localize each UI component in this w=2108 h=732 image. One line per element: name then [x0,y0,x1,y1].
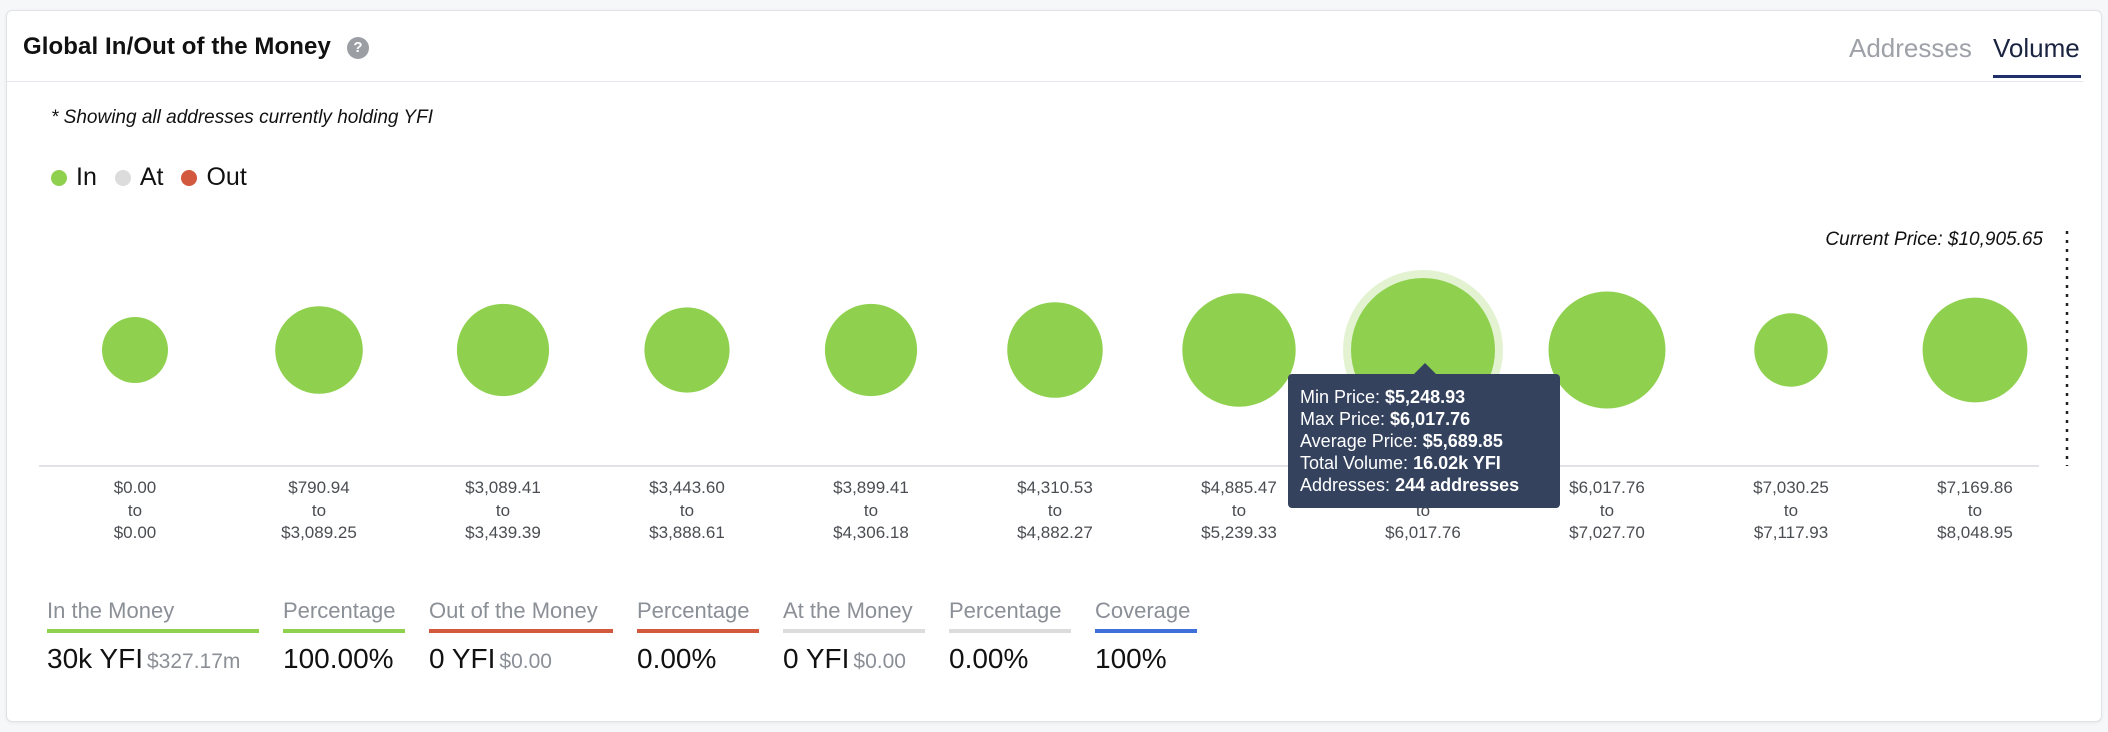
current-price-label: Current Price: $10,905.65 [1825,229,2043,250]
help-icon[interactable]: ? [347,37,369,59]
card-title: Global In/Out of the Money [23,33,331,60]
bin-label-to: $3,888.61 [649,523,725,542]
bin-label-to-word: to [1783,500,1799,520]
holding-note: * Showing all addresses currently holdin… [51,107,433,128]
bin-label-2: $3,089.41 to $3,439.39 [433,477,573,545]
bin-label-3: $3,443.60 to $3,888.61 [617,477,757,545]
bin-label-to-word: to [863,500,879,520]
bin-label-0: $0.00 to $0.00 [65,477,205,545]
legend-label-in: In [76,163,97,191]
bin-label-to: $3,089.25 [281,523,357,542]
stat-in-the-money: In the Money 30k YFI $327.17m [47,598,259,675]
bin-tooltip: Min Price: $5,248.93 Max Price: $6,017.7… [1288,374,1560,508]
bubble-9[interactable] [1754,313,1828,387]
stat-out-of-the-money: Out of the Money 0 YFI $0.00 [429,598,613,675]
in-out-of-money-card: Global In/Out of the Money ? Addresses V… [6,10,2102,722]
tooltip-row-addresses: Addresses: 244 addresses [1300,475,1520,495]
tooltip-row-avg: Average Price: $5,689.85 [1300,431,1503,451]
bin-label-from: $0.00 [113,478,157,497]
bubble-6[interactable] [1182,293,1296,407]
bin-label-1: $790.94 to $3,089.25 [249,477,389,545]
bin-label-from: $3,899.41 [833,478,909,497]
bin-label-to: $3,439.39 [465,523,541,542]
legend-item-at[interactable]: At [114,163,164,192]
bin-label-to-word: to [1967,500,1983,520]
bin-label-from: $790.94 [288,478,350,497]
legend-dot-out [181,169,198,186]
bubble-10[interactable] [1922,297,2028,403]
bin-label-to-word: to [311,500,327,520]
bubble-1[interactable] [275,306,363,394]
chart-legend: In At Out [51,163,265,192]
tooltip-row-max: Max Price: $6,017.76 [1300,409,1471,429]
bin-label-to-word: to [679,500,695,520]
active-tab-indicator [1993,75,2081,78]
bin-label-to-word: to [495,500,511,520]
legend-item-out[interactable]: Out [181,163,247,192]
stat-coverage: Coverage 100% [1095,598,1197,675]
bin-label-to: $7,027.70 [1569,523,1645,542]
bin-label-from: $7,030.25 [1753,478,1829,497]
bin-label-from: $3,443.60 [649,478,725,497]
bin-label-10: $7,169.86 to $8,048.95 [1905,477,2045,545]
bin-label-from: $4,310.53 [1017,478,1093,497]
bubble-5[interactable] [1007,302,1103,398]
bin-label-to: $5,239.33 [1201,523,1277,542]
legend-item-in[interactable]: In [51,163,97,192]
bin-label-from: $3,089.41 [465,478,541,497]
stat-at-the-money: At the Money 0 YFI $0.00 [783,598,925,675]
tooltip-row-min: Min Price: $5,248.93 [1300,387,1466,407]
bin-label-to: $4,882.27 [1017,523,1093,542]
tooltip-arrow [1413,363,1437,375]
bin-label-6: $4,885.47 to $5,239.33 [1169,477,1309,545]
bin-label-to-word: to [1047,500,1063,520]
bin-label-to-word: to [1231,500,1247,520]
tab-volume[interactable]: Volume [1993,33,2080,63]
stat-out-percentage: Percentage 0.00% [637,598,759,675]
bin-label-from: $6,017.76 [1569,478,1645,497]
card-header: Global In/Out of the Money ? Addresses V… [7,11,2083,82]
bin-label-5: $4,310.53 to $4,882.27 [985,477,1125,545]
bin-label-to: $8,048.95 [1937,523,2013,542]
bin-label-9: $7,030.25 to $7,117.93 [1721,477,1861,545]
legend-label-out: Out [206,163,247,191]
legend-dot-at [114,169,131,186]
bubble-2[interactable] [456,303,550,397]
bubble-8[interactable] [1548,291,1666,409]
stat-in-percentage: Percentage 100.00% [283,598,405,675]
bin-label-to-word: to [127,500,143,520]
bubble-0[interactable] [102,317,168,383]
bubble-3[interactable] [644,307,730,393]
bubble-4[interactable] [824,303,918,397]
bin-label-8: $6,017.76 to $7,027.70 [1537,477,1677,545]
bin-label-to-word: to [1599,500,1615,520]
tooltip-row-volume: Total Volume: 16.02k YFI [1300,453,1501,473]
bin-label-to: $6,017.76 [1385,523,1461,542]
bin-label-to: $4,306.18 [833,523,909,542]
legend-dot-in [51,169,67,186]
bin-label-4: $3,899.41 to $4,306.18 [801,477,941,545]
tab-addresses[interactable]: Addresses [1849,33,1972,63]
stat-at-percentage: Percentage 0.00% [949,598,1071,675]
bin-label-to: $7,117.93 [1753,523,1829,542]
bin-label-from: $7,169.86 [1937,478,2013,497]
legend-label-at: At [139,163,164,191]
bin-label-from: $4,885.47 [1201,478,1277,497]
bin-label-to: $0.00 [113,523,157,542]
